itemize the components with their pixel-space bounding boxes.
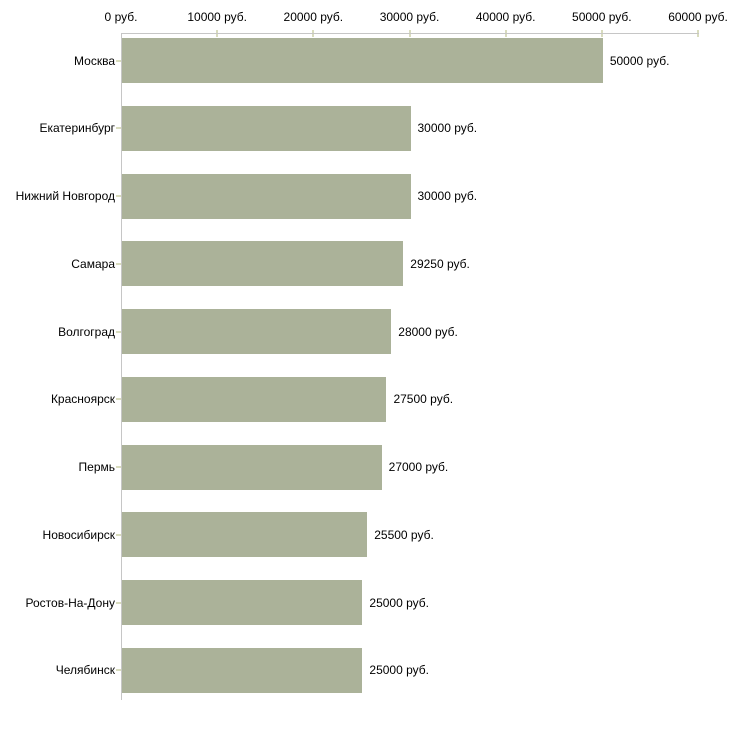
- x-axis-line: [121, 33, 699, 34]
- category-label: Нижний Новгород: [15, 189, 115, 203]
- y-axis-line: [121, 33, 122, 700]
- category-label: Волгоград: [58, 324, 115, 339]
- y-axis-tick-mark: [116, 669, 121, 672]
- bar-value-label: 25000 руб.: [369, 663, 429, 678]
- x-axis-tick-label: 30000 руб.: [379, 10, 440, 24]
- category-label: Новосибирск: [42, 527, 115, 542]
- category-label: Челябинск: [55, 663, 115, 678]
- y-axis-tick-mark: [116, 330, 121, 333]
- x-axis-tick-label: 10000 руб.: [187, 10, 247, 24]
- x-axis-tick-label: 50000 руб.: [572, 10, 632, 24]
- bar: [122, 38, 603, 83]
- bar: [122, 173, 411, 219]
- category-label: Ростов-На-Дону: [25, 595, 115, 610]
- bar-value-label: 27000 руб.: [388, 460, 449, 474]
- bar: [122, 376, 387, 422]
- y-axis-tick-mark: [116, 398, 121, 401]
- category-label: Красноярск: [50, 392, 115, 407]
- bar: [122, 309, 392, 354]
- y-axis-tick-mark: [116, 59, 121, 62]
- y-axis-tick-mark: [116, 533, 121, 536]
- bar-value-label: 28000 руб.: [398, 324, 458, 339]
- bar: [122, 444, 382, 490]
- bar-value-label: 30000 руб.: [417, 189, 478, 203]
- y-axis-tick-mark: [116, 195, 121, 197]
- category-label: Москва: [74, 53, 115, 68]
- y-axis-tick-mark: [116, 262, 121, 265]
- bar-value-label: 27500 руб.: [393, 392, 454, 407]
- bar-value-label: 29250 руб.: [410, 256, 470, 271]
- bar: [122, 512, 368, 558]
- bar-value-label: 25000 руб.: [369, 595, 429, 610]
- bar: [122, 580, 363, 625]
- bar-value-label: 25500 руб.: [374, 527, 434, 542]
- x-axis-tick-label: 60000 руб.: [668, 10, 728, 24]
- bar-value-label: 50000 руб.: [609, 53, 670, 68]
- bar: [122, 241, 404, 287]
- x-axis-tick-label: 20000 руб.: [283, 10, 344, 24]
- x-axis-tick-label: 0 руб.: [104, 10, 138, 24]
- category-label: Самара: [71, 256, 115, 271]
- x-axis-tick-label: 40000 руб.: [475, 10, 536, 24]
- bar: [122, 105, 411, 151]
- y-axis-tick-mark: [116, 466, 121, 468]
- category-label: Екатеринбург: [39, 121, 116, 136]
- bar-value-label: 30000 руб.: [417, 121, 478, 136]
- category-label: Пермь: [78, 460, 115, 474]
- y-axis-tick-mark: [116, 601, 121, 604]
- bar: [122, 647, 363, 693]
- y-axis-tick-mark: [116, 127, 121, 130]
